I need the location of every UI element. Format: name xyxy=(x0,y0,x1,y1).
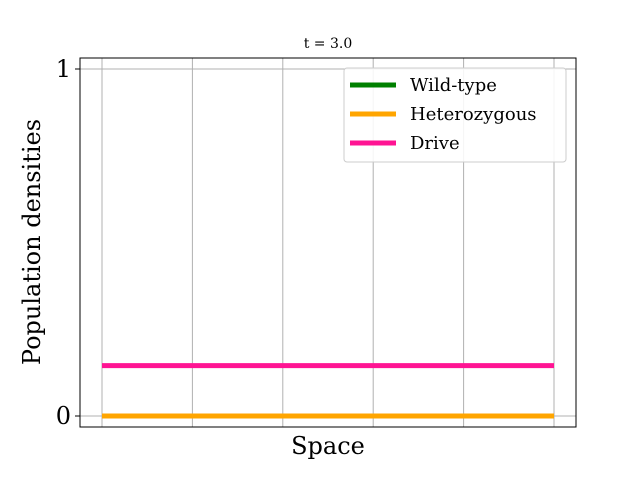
plot-frame xyxy=(79,57,577,428)
legend-label-drive: Drive xyxy=(410,133,460,154)
legend: Wild-type Heterozygous Drive xyxy=(343,67,567,163)
legend-box xyxy=(343,67,567,163)
plot-layer xyxy=(102,363,554,419)
y-tick-label-0: 0 xyxy=(56,402,71,430)
y-tick-label-1: 1 xyxy=(56,55,71,83)
y-axis-label: Population densities xyxy=(18,119,46,365)
legend-label-wild-type: Wild-type xyxy=(410,75,497,96)
chart-title: t = 3.0 xyxy=(304,36,353,52)
ticks-layer: 01 xyxy=(56,55,80,430)
x-axis-label: Space xyxy=(291,432,365,460)
legend-label-heterozygous: Heterozygous xyxy=(410,104,537,125)
